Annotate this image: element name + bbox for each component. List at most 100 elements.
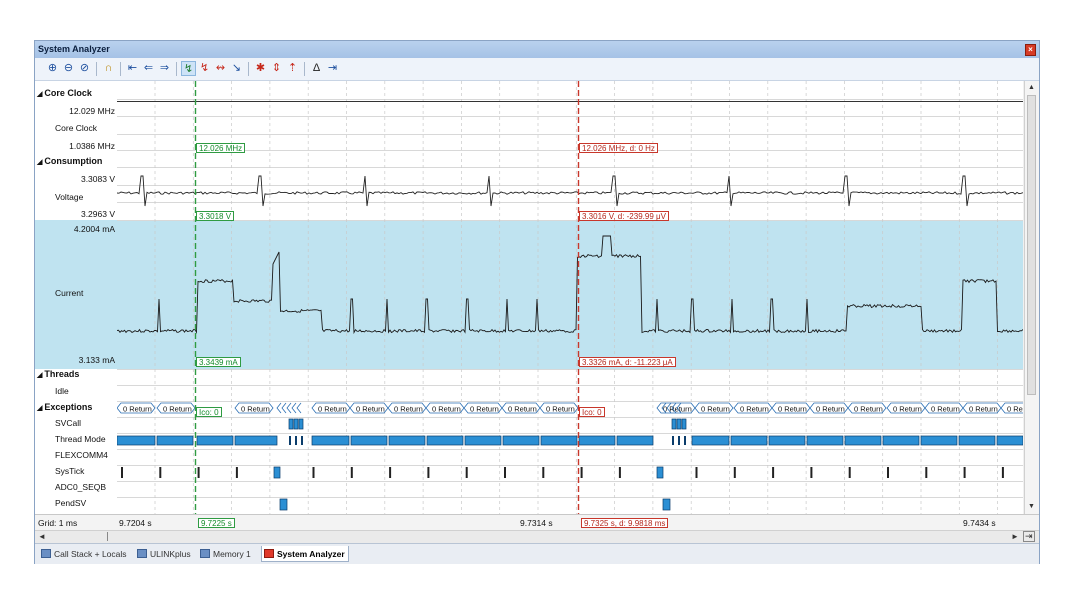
exception-return-label: 0 Return (123, 405, 152, 414)
ulink-icon (137, 549, 147, 558)
time-axis-bar: Grid: 1 ms 9.7204 s 9.7225 s 9.7314 s 9.… (35, 514, 1039, 531)
svcall-block (288, 418, 294, 430)
pendsv-label[interactable]: PendSV (55, 498, 87, 508)
split-icon[interactable]: ✱ (255, 62, 266, 74)
svcall-block (681, 418, 687, 430)
exception-return-label: 0 Return (778, 405, 807, 414)
thread-mode-bar (540, 435, 578, 446)
cursor-green-icon[interactable]: ↯ (181, 61, 196, 76)
zoom-out-icon[interactable]: ⊖ (63, 62, 74, 74)
systick-tick (504, 467, 506, 478)
tab-ulinkplus[interactable]: ULINKplus (135, 546, 194, 562)
core-clock-min: 1.0386 MHz (69, 141, 115, 151)
current-max: 4.2004 mA (73, 224, 115, 234)
svcall-block (671, 418, 677, 430)
exception-chevron (666, 402, 672, 414)
exception-chevron (661, 402, 667, 414)
jump-start-icon[interactable]: ⇤ (127, 62, 138, 74)
exception-return-label: 0 Return (969, 405, 998, 414)
tab-memory-1[interactable]: Memory 1 (198, 546, 254, 562)
timeline-plot[interactable]: 0 Return 0 Return 0 Return 0 Return 0 Return… (117, 81, 1023, 514)
voltage-max: 3.3083 V (80, 174, 115, 184)
idle-label[interactable]: Idle (55, 386, 69, 396)
adc0-label[interactable]: ADC0_SEQB (55, 482, 107, 492)
time-right: 9.7434 s (963, 518, 996, 528)
close-icon[interactable]: × (1025, 44, 1036, 56)
pendsv-block (279, 498, 288, 511)
svcall-label[interactable]: SVCall (55, 418, 81, 428)
exception-chevron (281, 402, 287, 414)
exception-chevron (291, 402, 297, 414)
timeline-svg: 0 Return 0 Return 0 Return 0 Return 0 Return… (117, 81, 1023, 514)
svcall-block (293, 418, 299, 430)
thread-mode-bar (806, 435, 844, 446)
goto-code-icon[interactable]: ↘ (231, 62, 242, 74)
exception-return-label: 0 Return (432, 405, 461, 414)
scroll-left-icon[interactable]: ◄ (38, 532, 46, 541)
thread-mode-bar (730, 435, 768, 446)
systick-tick (925, 467, 928, 478)
systick-block (656, 466, 664, 479)
thread-mode-tick (301, 436, 303, 445)
horizontal-scrollbar[interactable]: ◄ ► ⇥ (35, 530, 1039, 543)
stack-icon[interactable]: ⇕ (271, 62, 282, 74)
next-icon[interactable]: ⇒ (159, 62, 170, 74)
core-clock-label[interactable]: Core Clock (55, 123, 98, 133)
cursor-both-icon[interactable]: ↭ (215, 62, 226, 74)
vertical-scrollbar[interactable]: ▲ ▼ (1024, 81, 1039, 514)
group-core-clock[interactable]: ◢ Core Clock (37, 88, 92, 98)
systick-label[interactable]: SysTick (55, 466, 85, 476)
scroll-down-icon[interactable]: ▼ (1028, 503, 1035, 510)
bottom-tabs: Call Stack + Locals ULINKplus Memory 1 S… (35, 543, 1039, 564)
exception-return-box (1000, 402, 1023, 414)
signal-names-panel: ◢ Core Clock 12.029 MHz Core Clock 1.0386… (35, 81, 118, 514)
systick-tick (542, 467, 545, 478)
group-consumption[interactable]: ◢ Consumption (37, 156, 103, 166)
thread-mode-bar (156, 435, 194, 446)
scroll-right-icon[interactable]: ► (1011, 532, 1019, 541)
group-threads[interactable]: ◢ Threads (37, 369, 80, 379)
systick-tick (772, 467, 775, 478)
thread-mode-bar (117, 435, 156, 446)
scroll-end-icon[interactable]: ⇥ (1023, 531, 1035, 542)
exception-return-label: 0 Return (318, 405, 347, 414)
exception-return-label: 0 Return (931, 405, 960, 414)
thread-mode-tick (295, 436, 297, 445)
red-voltage-tag: 3.3016 V, d: -239.99 μV (579, 211, 669, 221)
exception-chevron (671, 402, 677, 414)
current-label[interactable]: Current (55, 288, 84, 298)
rise-icon[interactable]: ⇡ (287, 62, 298, 74)
red-current-tag: 3.3326 mA, d: -11.223 μA (579, 357, 676, 367)
zoom-all-icon[interactable]: ⊘ (79, 62, 90, 74)
delta-icon[interactable]: Δ (312, 62, 321, 74)
svcall-block (298, 418, 304, 430)
prev-icon[interactable]: ⇐ (143, 62, 154, 74)
exception-return-label: 0 Return (470, 405, 499, 414)
jump-end-icon[interactable]: ⇥ (327, 62, 338, 74)
lock-icon[interactable]: ∩ (104, 62, 113, 74)
tab-call-stack[interactable]: Call Stack + Locals (39, 546, 130, 562)
systick-tick (159, 467, 162, 478)
flexcomm4-label[interactable]: FLEXCOMM4 (55, 450, 108, 460)
scroll-up-icon[interactable]: ▲ (1028, 84, 1035, 91)
group-exceptions[interactable]: ◢ Exceptions (37, 402, 93, 412)
voltage-min: 3.2963 V (80, 209, 115, 219)
exception-return-label: 0 Return (893, 405, 922, 414)
systick-block (273, 466, 281, 479)
voltage-label[interactable]: Voltage (55, 192, 84, 202)
scroll-thumb[interactable] (1027, 95, 1036, 395)
thread-mode-label[interactable]: Thread Mode (55, 434, 106, 444)
thread-mode-tick (684, 436, 686, 445)
systick-tick (465, 467, 468, 478)
tab-system-analyzer[interactable]: System Analyzer (261, 546, 349, 562)
current-row-bg (35, 220, 117, 369)
exception-return-label: 0 Return (1007, 405, 1023, 414)
scroll-position-marker (107, 532, 108, 541)
green-exception-tag: Ico: 0 (196, 407, 222, 417)
cursor-red-icon[interactable]: ↯ (199, 62, 210, 74)
exception-return-label: 0 Return (816, 405, 845, 414)
title-bar: System Analyzer × (35, 41, 1039, 58)
core-clock-max: 12.029 MHz (69, 106, 115, 116)
exception-return-box (694, 402, 734, 414)
zoom-in-icon[interactable]: ⊕ (47, 62, 58, 74)
